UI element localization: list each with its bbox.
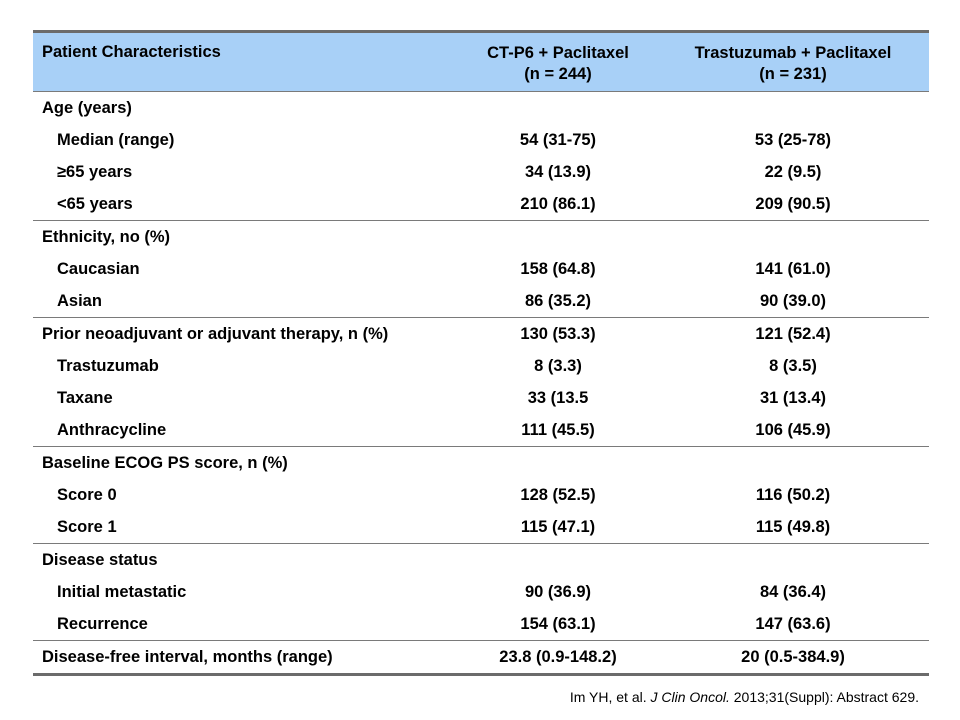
table-row: Age (years) bbox=[33, 92, 929, 124]
trastuzumab-value: 141 (61.0) bbox=[755, 260, 831, 278]
citation-authors: Im YH, et al. bbox=[569, 689, 647, 705]
trastuzumab-value: 20 (0.5-384.9) bbox=[741, 648, 845, 666]
row-label: Disease status bbox=[42, 551, 158, 569]
row-label: Median (range) bbox=[57, 131, 175, 149]
table-group: Age (years) Median (range) 54 (31-75) 53 (2… bbox=[33, 92, 929, 221]
row-label: Ethnicity, no (%) bbox=[42, 228, 171, 246]
ct-p6-value: 86 (35.2) bbox=[524, 292, 592, 310]
table-group: Prior neoadjuvant or adjuvant therapy, n… bbox=[33, 318, 929, 447]
table-row: Recurrence 154 (63.1) 147 (63.6) bbox=[33, 608, 929, 640]
row-label: ≥65 years bbox=[57, 163, 133, 181]
trastuzumab-value: 121 (52.4) bbox=[755, 325, 831, 343]
trastuzumab-value: 22 (9.5) bbox=[764, 163, 822, 181]
table-row: Median (range) 54 (31-75) 53 (25-78) bbox=[33, 124, 929, 156]
trastuzumab-value: 90 (39.0) bbox=[759, 292, 827, 310]
trastuzumab-value: 8 (3.5) bbox=[769, 357, 817, 375]
header-trastuzumab-n: (n = 231) bbox=[759, 65, 827, 83]
table-row: Disease-free interval, months (range) 23.… bbox=[33, 641, 929, 673]
table-row: Score 0 128 (52.5) 116 (50.2) bbox=[33, 479, 929, 511]
row-label: Caucasian bbox=[57, 260, 140, 278]
table-row: Taxane 33 (13.5 31 (13.4) bbox=[33, 382, 929, 414]
header-patient-characteristics: Patient Characteristics bbox=[42, 43, 221, 61]
table-row: Trastuzumab 8 (3.3) 8 (3.5) bbox=[33, 350, 929, 382]
ct-p6-value: 33 (13.5 bbox=[527, 389, 589, 407]
row-label: Prior neoadjuvant or adjuvant therapy, n… bbox=[42, 325, 389, 343]
row-label: Disease-free interval, months (range) bbox=[42, 648, 333, 666]
row-label: Score 0 bbox=[57, 486, 117, 504]
trastuzumab-value: 115 (49.8) bbox=[755, 518, 831, 536]
patient-characteristics-table: Patient Characteristics CT-P6 + Paclitax… bbox=[33, 30, 929, 676]
ct-p6-value: 154 (63.1) bbox=[520, 615, 596, 633]
table-row: Score 1 115 (47.1) 115 (49.8) bbox=[33, 511, 929, 543]
ct-p6-value: 210 (86.1) bbox=[520, 195, 596, 213]
header-trastuzumab-arm: Trastuzumab + Paclitaxel (n = 231) bbox=[663, 43, 923, 85]
row-label: Trastuzumab bbox=[57, 357, 159, 375]
ct-p6-value: 54 (31-75) bbox=[519, 131, 597, 149]
table-header: Patient Characteristics CT-P6 + Paclitax… bbox=[33, 33, 929, 92]
trastuzumab-value: 31 (13.4) bbox=[759, 389, 827, 407]
ct-p6-value: 115 (47.1) bbox=[520, 518, 596, 536]
header-ct-p6-arm: CT-P6 + Paclitaxel (n = 244) bbox=[438, 43, 678, 85]
row-label: Initial metastatic bbox=[57, 583, 187, 601]
trastuzumab-value: 84 (36.4) bbox=[759, 583, 827, 601]
table-row: ≥65 years 34 (13.9) 22 (9.5) bbox=[33, 156, 929, 188]
table-row: Initial metastatic 90 (36.9) 84 (36.4) bbox=[33, 576, 929, 608]
table-row: <65 years 210 (86.1) 209 (90.5) bbox=[33, 188, 929, 220]
ct-p6-value: 128 (52.5) bbox=[520, 486, 596, 504]
table-group: Disease status Initial metastatic 90 (36.9… bbox=[33, 544, 929, 641]
trastuzumab-value: 147 (63.6) bbox=[755, 615, 831, 633]
citation-journal: J Clin Oncol. bbox=[650, 689, 730, 705]
row-label: <65 years bbox=[57, 195, 133, 213]
header-ct-p6-n: (n = 244) bbox=[524, 65, 592, 83]
row-label: Anthracycline bbox=[57, 421, 167, 439]
header-trastuzumab-label: Trastuzumab + Paclitaxel bbox=[694, 44, 892, 62]
trastuzumab-value: 209 (90.5) bbox=[755, 195, 831, 213]
ct-p6-value: 8 (3.3) bbox=[534, 357, 582, 375]
citation: Im YH, et al. J Clin Oncol. 2013;31(Supp… bbox=[570, 689, 919, 705]
row-label: Age (years) bbox=[42, 99, 132, 117]
table-group: Baseline ECOG PS score, n (%) Score 0 128 … bbox=[33, 447, 929, 544]
table-group: Ethnicity, no (%) Caucasian 158 (64.8) 141 … bbox=[33, 221, 929, 318]
row-label: Baseline ECOG PS score, n (%) bbox=[42, 454, 288, 472]
table-row: Caucasian 158 (64.8) 141 (61.0) bbox=[33, 253, 929, 285]
table-row: Prior neoadjuvant or adjuvant therapy, n… bbox=[33, 318, 929, 350]
row-label: Score 1 bbox=[57, 518, 117, 536]
table-row: Ethnicity, no (%) bbox=[33, 221, 929, 253]
row-label: Taxane bbox=[57, 389, 113, 407]
ct-p6-value: 90 (36.9) bbox=[524, 583, 592, 601]
ct-p6-value: 111 (45.5) bbox=[521, 421, 595, 439]
table-row: Baseline ECOG PS score, n (%) bbox=[33, 447, 929, 479]
table-group: Disease-free interval, months (range) 23.… bbox=[33, 641, 929, 673]
ct-p6-value: 130 (53.3) bbox=[520, 325, 596, 343]
table-row: Disease status bbox=[33, 544, 929, 576]
header-ct-p6-label: CT-P6 + Paclitaxel bbox=[487, 44, 629, 62]
row-label: Recurrence bbox=[57, 615, 148, 633]
row-label: Asian bbox=[57, 292, 102, 310]
trastuzumab-value: 116 (50.2) bbox=[755, 486, 831, 504]
citation-details: 2013;31(Suppl): Abstract 629. bbox=[733, 689, 919, 705]
trastuzumab-value: 53 (25-78) bbox=[754, 131, 832, 149]
ct-p6-value: 34 (13.9) bbox=[524, 163, 592, 181]
trastuzumab-value: 106 (45.9) bbox=[755, 421, 831, 439]
table-body: Age (years) Median (range) 54 (31-75) 53 (2… bbox=[33, 92, 929, 673]
ct-p6-value: 23.8 (0.9-148.2) bbox=[499, 648, 617, 666]
table-row: Anthracycline 111 (45.5) 106 (45.9) bbox=[33, 414, 929, 446]
ct-p6-value: 158 (64.8) bbox=[520, 260, 596, 278]
table-row: Asian 86 (35.2) 90 (39.0) bbox=[33, 285, 929, 317]
